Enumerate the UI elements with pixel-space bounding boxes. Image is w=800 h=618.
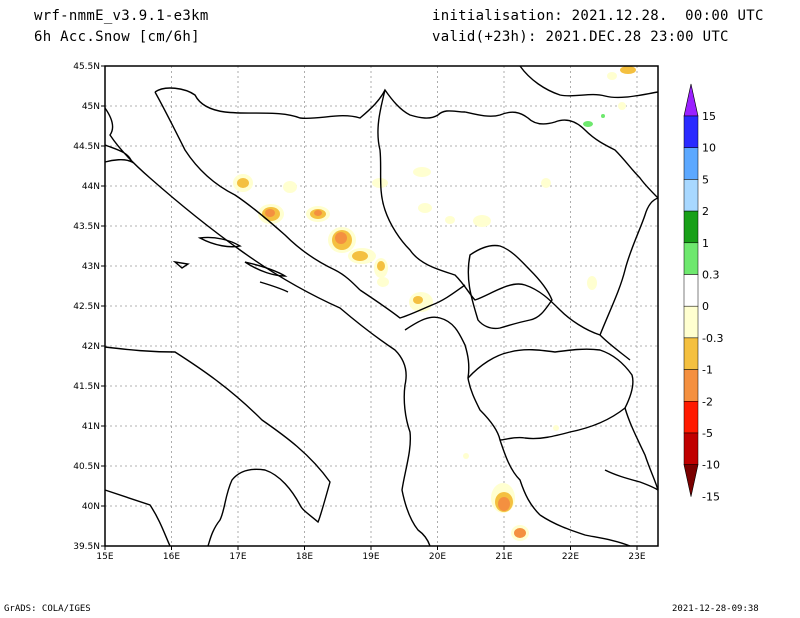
colorbar-swatch	[683, 210, 699, 244]
lon-label: 23E	[628, 552, 645, 562]
colorbar-label: 1	[702, 237, 709, 250]
colorbar-swatch	[683, 401, 699, 434]
map-plot-area: 45.5N 45N 44.5N 44N 43.5N 43N 42.5N 42N 41.5N 41N…	[73, 62, 659, 562]
island-1	[197, 236, 242, 248]
lon-label: 18E	[296, 552, 313, 562]
montenegro-border	[359, 284, 466, 319]
colorbar-swatch	[683, 305, 699, 339]
lat-label: 45.5N	[73, 62, 100, 72]
bosnia-border	[154, 87, 659, 199]
snow-patch	[306, 206, 330, 222]
italy-heel	[104, 489, 171, 547]
lat-label: 40N	[82, 502, 100, 512]
colorbar-swatch	[683, 179, 699, 212]
lat-label: 44.5N	[73, 142, 100, 152]
greece-border	[624, 407, 659, 491]
colorbar-swatch	[683, 147, 699, 180]
coastlines-borders	[104, 65, 659, 547]
footer-timestamp: 2021-12-28-09:38	[672, 604, 759, 614]
lon-label: 17E	[229, 552, 246, 562]
lat-label: 43.5N	[73, 222, 100, 232]
lat-label: 42.5N	[73, 302, 100, 312]
model-title: wrf-nmmE_v3.9.1-e3km	[34, 8, 209, 24]
snow-patch	[258, 204, 284, 224]
field-title: 6h Acc.Snow [cm/6h]	[34, 29, 200, 45]
albania-border	[404, 316, 541, 516]
colorbar-label: -0.3	[702, 332, 723, 345]
snow-patch	[374, 258, 388, 278]
colorbar-swatch	[683, 115, 699, 148]
colorbar-swatch	[683, 432, 699, 465]
valid-time: valid(+23h): 2021.DEC.28 23:00 UTC	[432, 29, 729, 45]
init-time: initialisation: 2021.12.28. 00:00 UTC	[432, 8, 764, 24]
island-3	[172, 260, 289, 293]
lat-label: 41.5N	[73, 382, 100, 392]
colorbar-swatch	[683, 337, 699, 370]
lat-label: 43N	[82, 262, 100, 272]
colorbar-label: -15	[702, 490, 720, 503]
colorbar-label: 10	[702, 142, 716, 155]
colorbar-label: -2	[702, 395, 713, 408]
lon-label: 21E	[495, 552, 512, 562]
lat-label: 39.5N	[73, 542, 100, 552]
lon-label: 16E	[163, 552, 180, 562]
colorbar-label: -1	[702, 364, 713, 377]
colorbar-label: -10	[702, 459, 720, 472]
snow-patch	[491, 483, 515, 513]
southeast-coast	[539, 469, 659, 547]
bulgaria-border	[599, 197, 659, 336]
snow-patch	[620, 66, 636, 74]
snow-field	[233, 66, 636, 541]
macedonia-border	[467, 348, 634, 441]
snow-patch	[233, 174, 253, 192]
lon-label: 20E	[429, 552, 446, 562]
italy-coast	[104, 346, 331, 547]
colorbar-label: 15	[702, 110, 716, 123]
snow-patch	[348, 248, 376, 264]
colorbar-swatch	[683, 274, 699, 307]
colorbar-label: 0.3	[702, 269, 720, 282]
colorbar-label: 2	[702, 205, 709, 218]
colorbar-swatch	[683, 369, 699, 402]
adriatic-east-coast	[104, 107, 431, 547]
north-border	[519, 65, 659, 99]
island-2	[244, 261, 288, 277]
lat-label: 40.5N	[73, 462, 100, 472]
lat-label: 42N	[82, 342, 100, 352]
colorbar-label: 5	[702, 173, 709, 186]
colorbar-top-cap	[683, 83, 699, 117]
colorbar-label: -5	[702, 427, 713, 440]
colorbar-bottom-cap	[683, 464, 699, 497]
snow-patch	[377, 277, 389, 287]
lon-label: 19E	[362, 552, 379, 562]
snow-patch	[511, 525, 529, 541]
serbia-border	[377, 89, 631, 361]
colorbar: 15 10 5 2 1 0.3 0 -0.3 -1 -2 -5 -10 -15	[683, 83, 723, 503]
positive-snow-patch	[583, 114, 605, 127]
lat-label: 45N	[82, 102, 100, 112]
colorbar-label: 0	[702, 300, 709, 313]
lat-label: 41N	[82, 422, 100, 432]
bosnia-west-border	[154, 91, 361, 291]
footer-credit: GrADS: COLA/IGES	[4, 604, 91, 614]
axis-ticks: 45.5N 45N 44.5N 44N 43.5N 43N 42.5N 42N 41.5N 41N…	[73, 62, 646, 562]
snow-patch	[328, 227, 356, 253]
lon-label: 15E	[96, 552, 113, 562]
lon-label: 22E	[562, 552, 579, 562]
kosovo-border	[467, 244, 553, 330]
snow-patch	[283, 72, 626, 459]
lat-label: 44N	[82, 182, 100, 192]
colorbar-swatch	[683, 242, 699, 275]
